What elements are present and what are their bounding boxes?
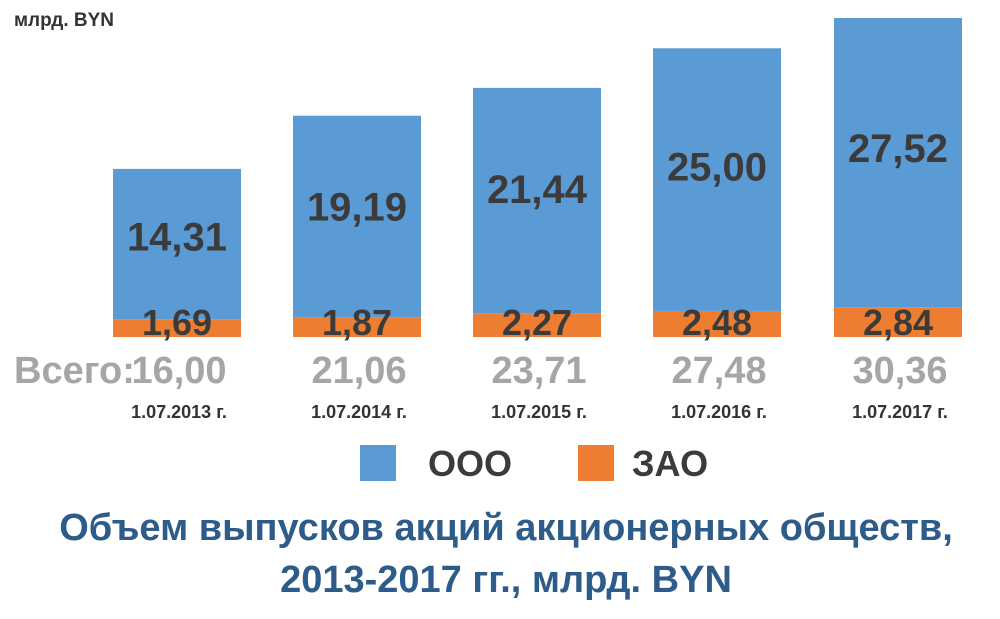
value-label-ooo-4: 25,00 (667, 145, 767, 189)
value-label-zao-4: 2,48 (682, 302, 752, 343)
bar-zao-5 (834, 307, 962, 337)
legend: ООО ЗАО (360, 443, 708, 484)
legend-label-ooo: ООО (428, 443, 512, 484)
chart-title-line-2: 2013-2017 гг., млрд. BYN (280, 559, 732, 601)
bar-zao-2 (293, 317, 421, 337)
value-label-zao-2: 1,87 (322, 302, 392, 343)
category-label-2: 1.07.2014 г. (311, 402, 407, 422)
value-label-zao-3: 2,27 (502, 302, 572, 343)
legend-swatch-ooo (360, 445, 396, 481)
bar-ooo-4 (653, 48, 781, 311)
bar-zao-4 (653, 310, 781, 337)
bar-zao-3 (473, 313, 601, 337)
category-label-5: 1.07.2017 г. (852, 402, 948, 422)
total-value-2: 21,06 (311, 350, 406, 392)
totals-prefix: Всего: (14, 350, 135, 392)
value-label-ooo-5: 27,52 (848, 127, 948, 171)
bar-ooo-5 (834, 18, 962, 308)
value-labels-group: 14,31 1,69 19,19 1,87 21,44 2,27 25,00 2,48 27,5… (127, 127, 948, 343)
totals-group: 16,00 21,06 23,71 27,48 30,36 (131, 350, 947, 392)
category-label-3: 1.07.2015 г. (491, 402, 587, 422)
chart-title-line-1: Объем выпусков акций акционерных обществ… (59, 507, 953, 549)
total-value-4: 27,48 (671, 350, 766, 392)
value-label-zao-5: 2,84 (863, 302, 933, 343)
value-label-ooo-3: 21,44 (487, 168, 588, 212)
bar-ooo-3 (473, 87, 601, 314)
legend-label-zao: ЗАО (632, 443, 708, 484)
bar-zao-1 (113, 319, 241, 337)
bars-group (113, 18, 962, 337)
bar-ooo-2 (293, 115, 421, 318)
category-labels-group: 1.07.2013 г. 1.07.2014 г. 1.07.2015 г. 1.07… (131, 402, 948, 422)
category-label-4: 1.07.2016 г. (671, 402, 767, 422)
value-label-ooo-2: 19,19 (307, 185, 407, 229)
bar-ooo-1 (113, 168, 241, 320)
legend-swatch-zao (578, 445, 614, 481)
category-label-1: 1.07.2013 г. (131, 402, 227, 422)
unit-label: млрд. BYN (14, 10, 114, 31)
value-label-zao-1: 1,69 (142, 302, 212, 343)
total-value-3: 23,71 (491, 350, 586, 392)
total-value-1: 16,00 (131, 350, 226, 392)
total-value-5: 30,36 (852, 350, 947, 392)
value-label-ooo-1: 14,31 (127, 216, 227, 260)
